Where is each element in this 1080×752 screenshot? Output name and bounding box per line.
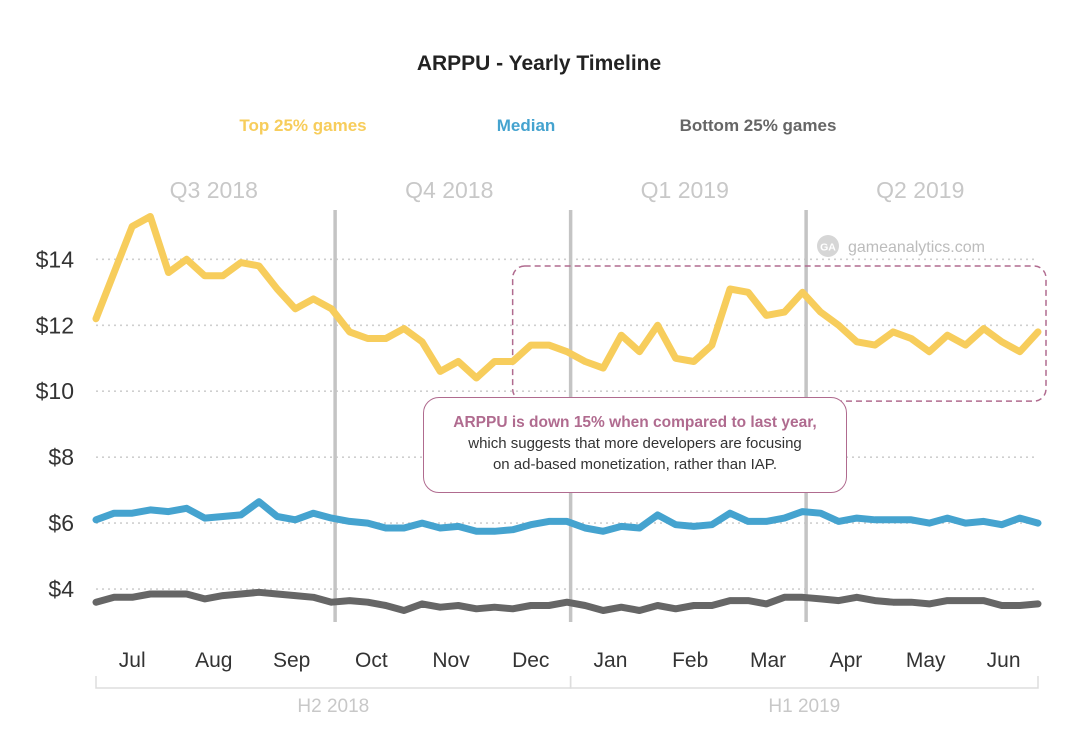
series-lines bbox=[92, 213, 1042, 614]
quarter-label-4: Q2 2019 bbox=[876, 177, 964, 203]
series-line-median bbox=[92, 498, 1042, 535]
month-label-mar: Mar bbox=[750, 649, 786, 672]
legend-median: Median bbox=[497, 116, 556, 135]
annotation-line-2: which suggests that more developers are … bbox=[468, 435, 802, 452]
month-label-oct: Oct bbox=[355, 649, 388, 672]
y-tick-label-3: $8 bbox=[48, 444, 74, 470]
annotation-line-3: on ad-based monetization, rather than IA… bbox=[492, 456, 778, 473]
half-label-2: H1 2019 bbox=[768, 696, 840, 717]
annotation-lead: ARPPU is down 15% when compared to last … bbox=[453, 414, 817, 431]
quarter-label-3: Q1 2019 bbox=[641, 177, 729, 203]
y-tick-label-1: $4 bbox=[48, 576, 74, 602]
y-tick-label-4: $10 bbox=[36, 378, 74, 404]
half-bracket-1 bbox=[95, 676, 572, 689]
month-label-apr: Apr bbox=[830, 649, 863, 672]
month-label-aug: Aug bbox=[195, 649, 232, 672]
month-label-sep: Sep bbox=[273, 649, 310, 672]
y-tick-label-5: $12 bbox=[36, 312, 74, 338]
legend-top-25: Top 25% games bbox=[239, 116, 366, 135]
series-line-bottom-25 bbox=[92, 588, 1042, 614]
half-bracket-2 bbox=[569, 676, 1039, 689]
y-tick-label-6: $14 bbox=[36, 246, 75, 272]
y-axis-ticks: $4 $6 $8 $10 $12 $14 bbox=[36, 246, 75, 602]
quarter-label-2: Q4 2018 bbox=[405, 177, 493, 203]
quarter-label-1: Q3 2018 bbox=[170, 177, 258, 203]
watermark-text: gameanalytics.com bbox=[848, 239, 985, 256]
legend-bottom-25: Bottom 25% games bbox=[680, 116, 837, 135]
month-label-may: May bbox=[906, 649, 946, 672]
series-line-top-25 bbox=[92, 213, 1042, 382]
month-label-dec: Dec bbox=[512, 649, 549, 672]
half-label-1: H2 2018 bbox=[297, 696, 369, 717]
y-tick-label-2: $6 bbox=[48, 510, 74, 536]
chart-title: ARPPU - Yearly Timeline bbox=[417, 52, 661, 75]
ga-logo-icon-letters: GA bbox=[820, 242, 836, 254]
annotation-callout: ARPPU is down 15% when compared to last … bbox=[423, 397, 847, 493]
half-year-brackets: H2 2018 H1 2019 bbox=[95, 676, 1039, 717]
highlight-box bbox=[511, 265, 1047, 402]
ga-logo-icon bbox=[817, 235, 839, 257]
month-label-jul: Jul bbox=[119, 649, 146, 672]
watermark: GA gameanalytics.com bbox=[817, 235, 985, 257]
month-label-feb: Feb bbox=[672, 649, 708, 672]
month-label-nov: Nov bbox=[432, 649, 470, 672]
x-axis-months: Jul Aug Sep Oct Nov Dec Jan Feb Mar Apr May Jun bbox=[119, 649, 1021, 672]
month-label-jan: Jan bbox=[594, 649, 628, 672]
gridlines bbox=[96, 258, 1038, 590]
month-label-jun: Jun bbox=[987, 649, 1021, 672]
quarter-labels: Q3 2018 Q4 2018 Q1 2019 Q2 2019 bbox=[170, 177, 965, 203]
highlight-region bbox=[511, 265, 1047, 402]
